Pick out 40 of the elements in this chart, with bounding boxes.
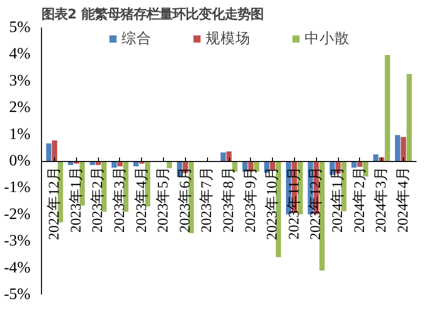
y-tick-label: 5% [9,19,30,36]
x-tick-label: 2024年3月 [372,166,390,233]
bar [46,143,52,161]
y-tick-label: -3% [4,232,30,250]
bar [52,140,58,161]
x-tick-label: 2023年10月 [264,166,281,240]
x-tick-label: 2024年4月 [394,166,412,233]
y-tick-label: 3% [9,72,30,90]
x-tick-label: 2024年1月 [329,166,346,233]
x-tick-label: 2023年7月 [198,166,216,233]
x-tick-label: 2023年12月 [307,166,324,240]
bar [373,154,378,161]
x-tick-label: 2024年2月 [350,166,368,233]
x-tick-label: 2022年12月 [46,166,63,240]
bar [394,135,400,161]
bar [384,55,390,161]
legend-label: 综合 [122,29,152,48]
y-tick-label: 0% [9,152,30,170]
chart-title: 图表2 能繁母猪存栏量环比变化走势图 [42,6,264,22]
x-tick-label: 2023年9月 [242,166,259,233]
y-tick-label: 1% [9,126,30,143]
x-tick-label: 2023年1月 [67,166,84,233]
x-tick-label: 2023年11月 [285,166,302,240]
x-tick-label: 2023年3月 [110,166,128,233]
bar [220,152,226,161]
y-tick-label: -2% [4,206,30,223]
y-tick-label: -4% [4,259,30,276]
legend-label: 规模场 [206,29,250,48]
legend-label: 中小散 [304,29,350,48]
y-tick-label: 2% [9,99,30,116]
x-tick-label: 2023年6月 [176,166,194,233]
y-tick-label: -5% [4,286,30,303]
x-tick-label: 2023年4月 [132,166,150,233]
x-tick-label: 2023年5月 [154,166,172,233]
bar [400,136,406,161]
y-tick-label: 4% [9,46,30,63]
x-tick-label: 2023年8月 [220,166,237,233]
bar [406,74,412,161]
x-tick-label: 2023年2月 [89,166,106,233]
y-tick-label: -1% [4,179,30,196]
